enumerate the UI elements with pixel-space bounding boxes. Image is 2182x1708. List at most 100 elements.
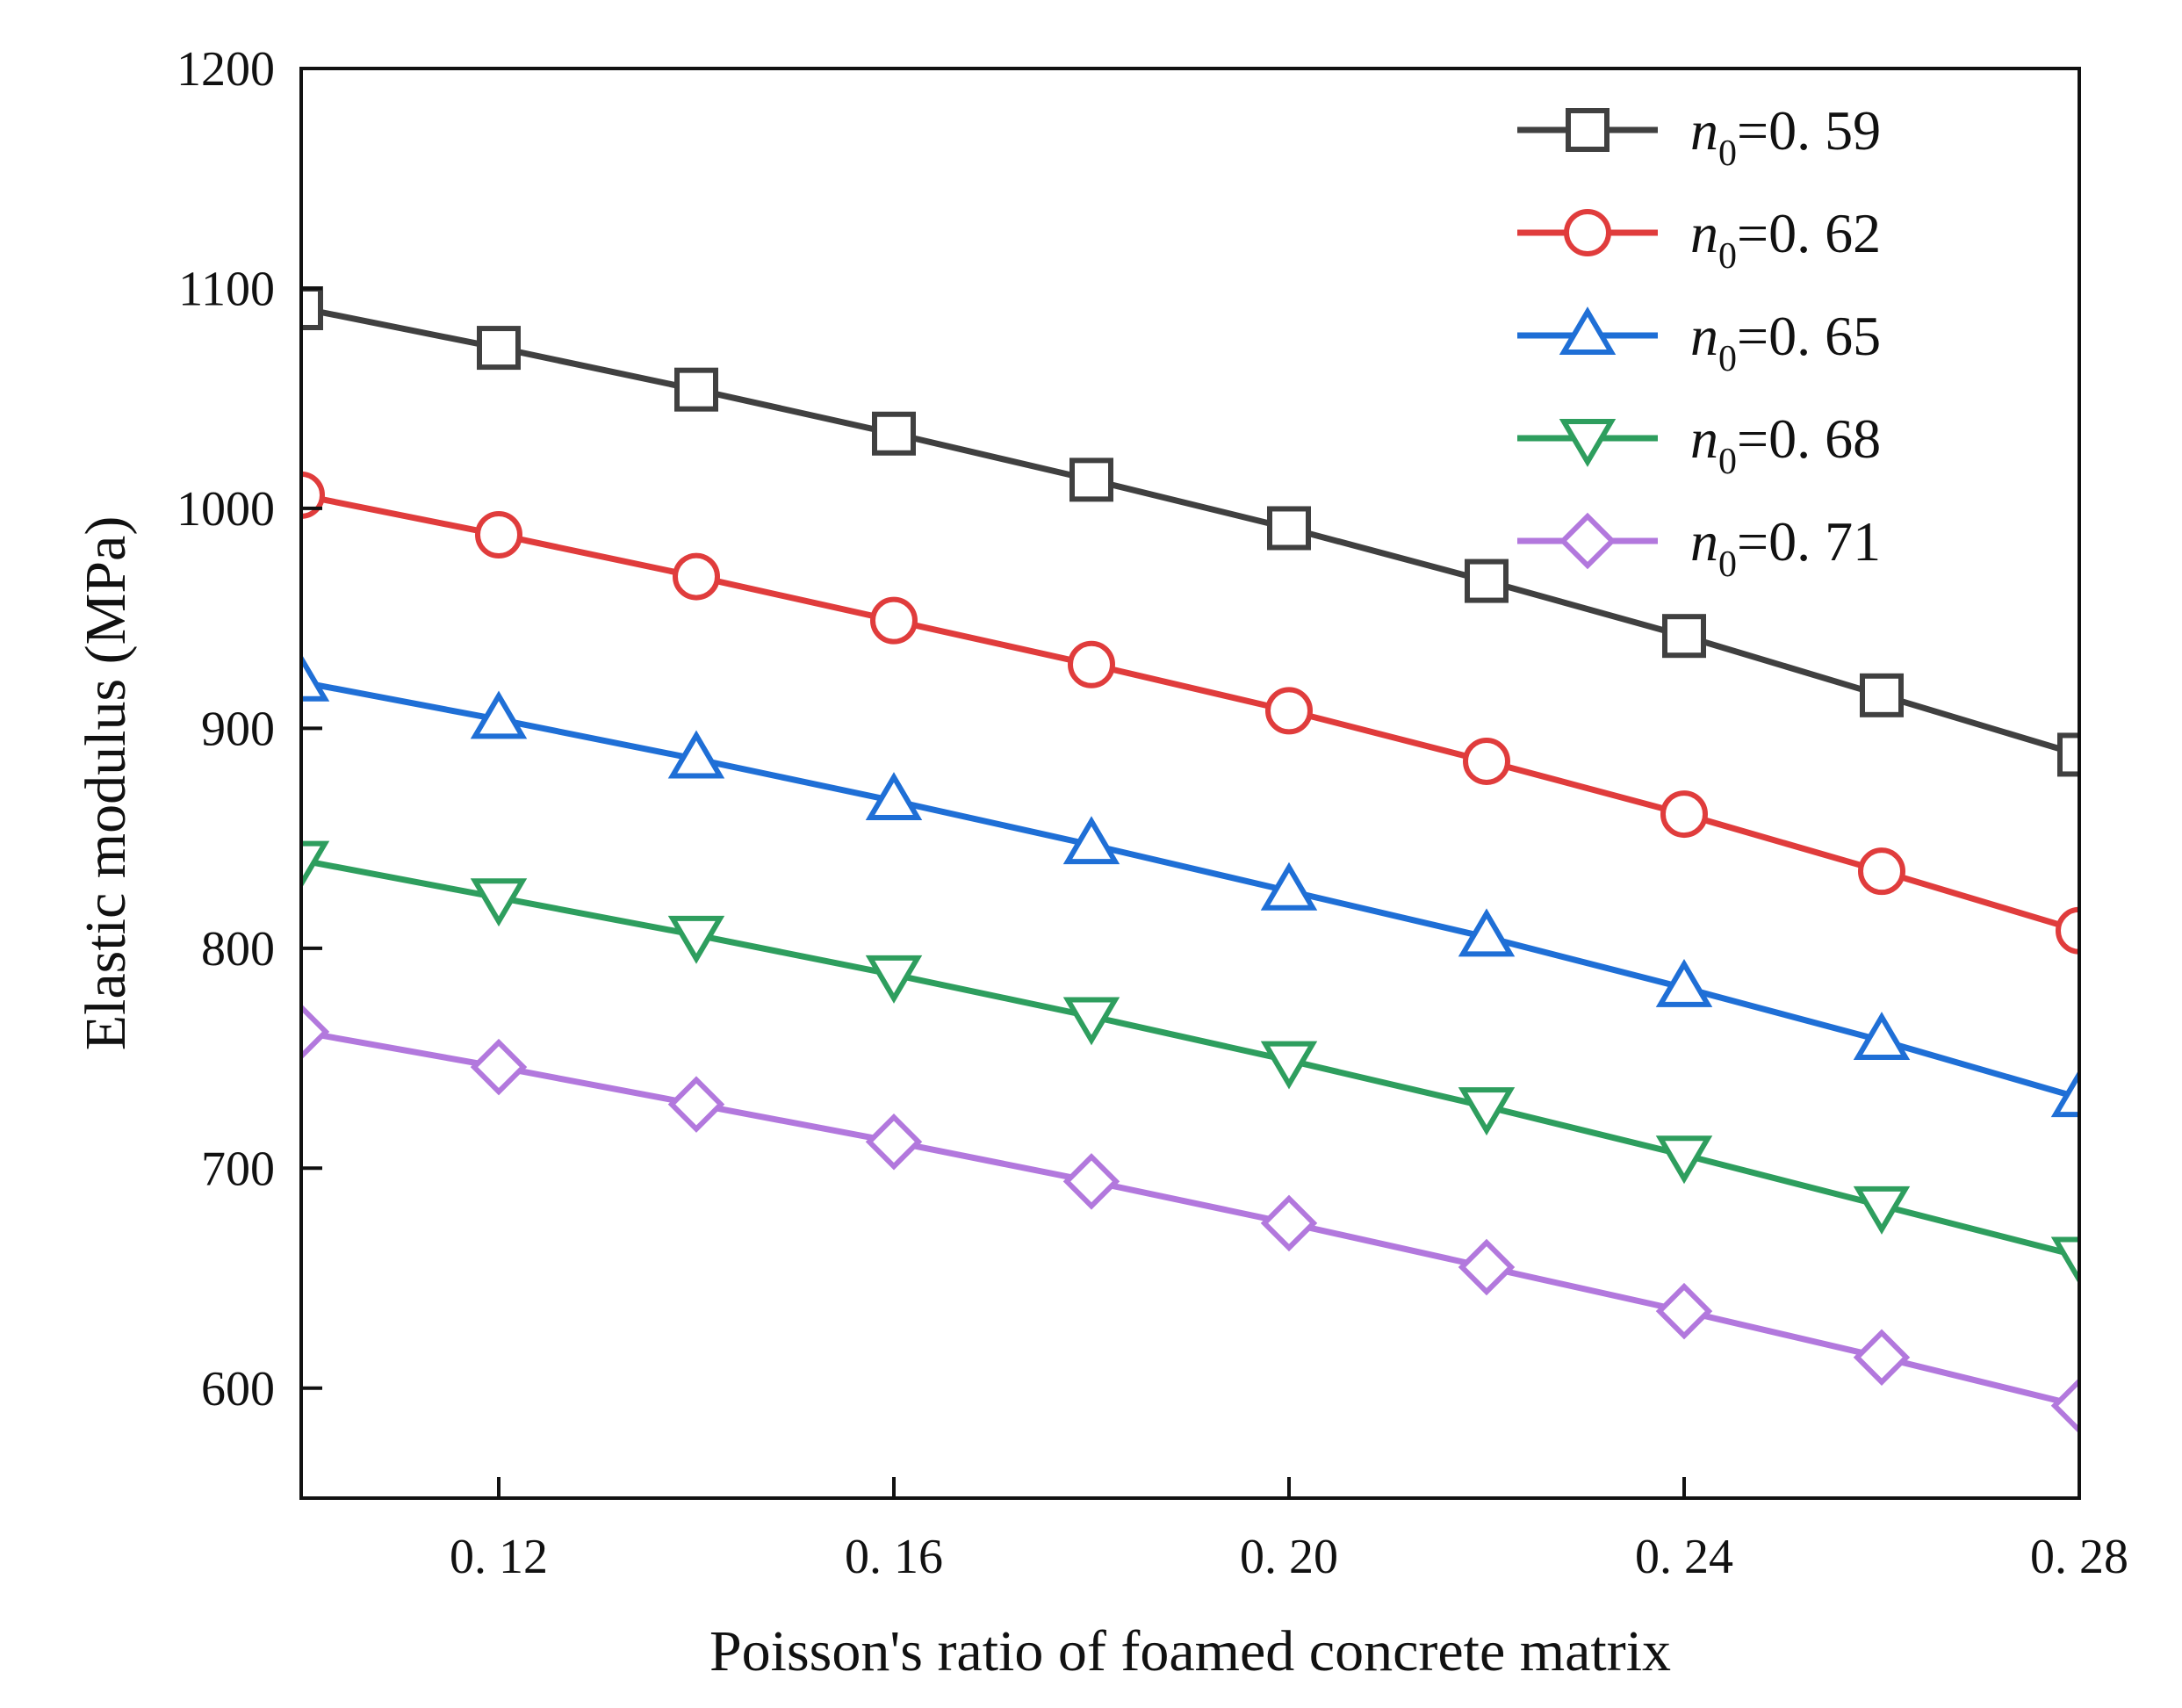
data-point-0-8	[1860, 673, 1904, 717]
data-point-1-7	[1660, 790, 1708, 839]
legend-item-3: n0=0. 68	[1517, 407, 1881, 482]
data-point-0-0	[301, 286, 323, 331]
legend-item-2: n0=0. 65	[1517, 305, 1881, 379]
data-point-1-4	[1068, 640, 1115, 688]
data-point-0-2	[674, 367, 718, 412]
x-tick-label: 0. 24	[1635, 1530, 1733, 1584]
legend-value: =0. 71	[1737, 510, 1881, 573]
y-tick-label: 1200	[176, 42, 275, 97]
data-point-0-3	[872, 411, 916, 456]
data-point-3-6	[1458, 1087, 1516, 1136]
y-tick-label: 1100	[178, 262, 275, 316]
legend-symbol: n	[1690, 202, 1718, 264]
legend-subscript: 0	[1718, 339, 1737, 379]
data-point-4-0	[301, 1003, 330, 1061]
x-tick-label: 0. 12	[450, 1530, 548, 1584]
legend-item-4: n0=0. 71	[1517, 510, 1881, 585]
series-line-4	[301, 1028, 2079, 1409]
legend-subscript: 0	[1718, 133, 1737, 174]
data-point-1-0	[301, 471, 325, 519]
legend-value: =0. 68	[1737, 407, 1881, 470]
data-point-2-8	[1853, 1012, 1911, 1061]
data-point-2-3	[865, 772, 923, 821]
legend-symbol: n	[1690, 305, 1718, 367]
data-point-2-2	[667, 730, 725, 779]
data-point-3-9	[2050, 1236, 2079, 1286]
legend-value: =0. 59	[1737, 99, 1881, 162]
legend-marker	[1559, 306, 1617, 355]
data-point-3-0	[301, 840, 330, 890]
data-point-4-4	[1062, 1153, 1120, 1210]
data-point-4-7	[1655, 1282, 1713, 1340]
plot-lines	[301, 305, 2079, 1409]
legend-label: n0=0. 65	[1690, 305, 1881, 379]
data-point-3-1	[470, 878, 528, 927]
data-point-3-5	[1260, 1041, 1318, 1090]
data-point-1-2	[673, 552, 720, 601]
legend-marker	[1566, 108, 1609, 152]
data-point-3-8	[1853, 1186, 1911, 1235]
series-line-2	[301, 679, 2079, 1101]
data-point-4-1	[470, 1038, 528, 1096]
x-axis-ticks: 0. 12 0. 16 0. 20 0. 24 0. 28	[450, 1477, 2128, 1584]
data-point-4-3	[865, 1113, 923, 1171]
legend-value: =0. 65	[1737, 305, 1881, 367]
data-point-0-9	[2057, 732, 2079, 777]
data-point-2-4	[1062, 816, 1120, 865]
data-point-0-1	[477, 326, 521, 371]
data-point-4-6	[1458, 1238, 1516, 1296]
y-tick-label: 700	[201, 1142, 275, 1196]
data-point-2-6	[1458, 908, 1516, 957]
data-point-2-1	[470, 690, 528, 739]
x-tick-label: 0. 28	[2030, 1530, 2128, 1584]
y-tick-label: 800	[201, 922, 275, 977]
data-point-1-5	[1265, 687, 1313, 735]
y-axis-ticks: 600 700 800 900 1000 1100 1200	[176, 42, 322, 1416]
data-point-4-5	[1260, 1194, 1318, 1252]
plot-markers	[301, 286, 2079, 1435]
legend-item-0: n0=0. 59	[1517, 99, 1881, 174]
data-point-1-3	[870, 596, 918, 645]
x-tick-label: 0. 16	[845, 1530, 943, 1584]
data-point-2-9	[2050, 1069, 2079, 1118]
y-tick-label: 900	[201, 702, 275, 756]
legend-symbol: n	[1690, 407, 1718, 470]
data-point-0-4	[1069, 458, 1113, 502]
data-point-0-5	[1267, 506, 1311, 551]
legend-label: n0=0. 68	[1690, 407, 1881, 482]
data-point-3-2	[667, 915, 725, 964]
y-tick-label: 600	[201, 1362, 275, 1416]
data-point-2-5	[1260, 861, 1318, 911]
legend-subscript: 0	[1718, 236, 1737, 277]
data-point-4-8	[1853, 1329, 1911, 1386]
x-axis-title: Poisson's ratio of foamed concrete matri…	[709, 1619, 1671, 1683]
data-point-1-1	[475, 510, 522, 559]
data-point-2-0	[301, 652, 330, 702]
y-axis-title: Elastic modulus (MPa)	[74, 516, 138, 1051]
data-point-4-9	[2050, 1377, 2079, 1435]
data-point-3-7	[1655, 1135, 1713, 1185]
data-point-4-2	[667, 1076, 725, 1133]
data-point-3-3	[865, 955, 923, 1004]
series-line-0	[301, 305, 2079, 758]
data-point-0-6	[1465, 559, 1509, 603]
legend-marker	[1559, 419, 1617, 467]
legend-label: n0=0. 71	[1690, 510, 1881, 585]
series-line-3	[301, 857, 2079, 1259]
legend-symbol: n	[1690, 99, 1718, 162]
y-tick-label: 1000	[176, 482, 275, 537]
legend-label: n0=0. 62	[1690, 202, 1881, 277]
series-line-1	[301, 492, 2079, 934]
plot-frame	[299, 67, 2081, 1500]
x-tick-label: 0. 20	[1240, 1530, 1338, 1584]
data-point-0-7	[1662, 614, 1706, 659]
legend-subscript: 0	[1718, 442, 1737, 482]
data-point-1-8	[1858, 847, 1905, 896]
legend-symbol: n	[1690, 510, 1718, 573]
legend-marker	[1564, 209, 1611, 256]
legend-marker	[1559, 512, 1617, 570]
data-point-1-9	[2056, 906, 2079, 955]
legend-label: n0=0. 59	[1690, 99, 1881, 174]
legend-subscript: 0	[1718, 544, 1737, 585]
